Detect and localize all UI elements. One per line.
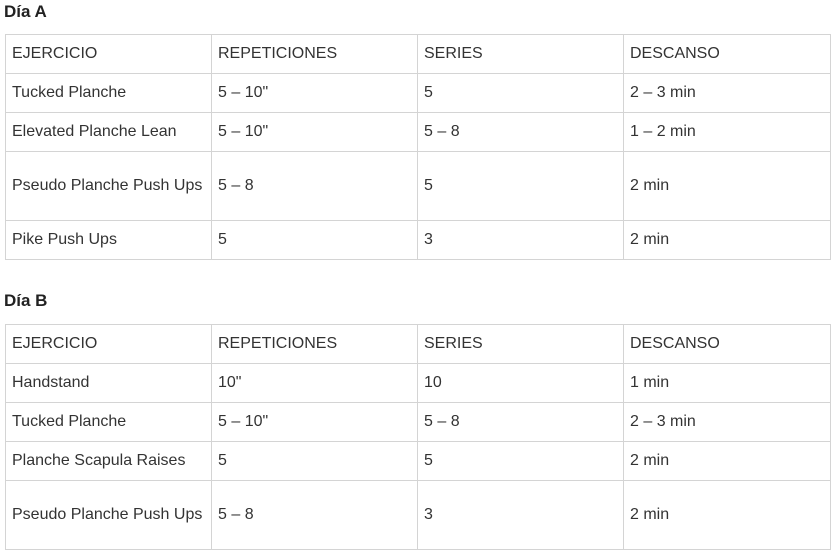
cell-repeticiones: 5 – 8 xyxy=(211,151,418,221)
cell-series: 3 xyxy=(417,480,624,550)
table-header-row: EJERCICIO REPETICIONES SERIES DESCANSO xyxy=(5,324,831,364)
cell-ejercicio: Elevated Planche Lean xyxy=(5,112,212,152)
header-ejercicio: EJERCICIO xyxy=(5,34,212,74)
table-row: Tucked Planche 5 – 10" 5 2 – 3 min xyxy=(5,73,831,113)
cell-series: 5 xyxy=(417,441,624,481)
cell-repeticiones: 5 – 8 xyxy=(211,480,418,550)
section-title-dia-b: Día B xyxy=(4,291,48,310)
table-row: Planche Scapula Raises 5 5 2 min xyxy=(5,441,831,481)
cell-descanso: 1 – 2 min xyxy=(623,112,831,152)
cell-repeticiones: 5 – 10" xyxy=(211,402,418,442)
cell-series: 5 – 8 xyxy=(417,112,624,152)
cell-repeticiones: 5 – 10" xyxy=(211,112,418,152)
exercise-table-dia-a: EJERCICIO REPETICIONES SERIES DESCANSO T… xyxy=(5,34,831,260)
cell-ejercicio: Pike Push Ups xyxy=(5,220,212,260)
cell-descanso: 2 min xyxy=(623,220,831,260)
cell-repeticiones: 5 xyxy=(211,441,418,481)
cell-repeticiones: 5 xyxy=(211,220,418,260)
cell-ejercicio: Tucked Planche xyxy=(5,73,212,113)
section-title-dia-a: Día A xyxy=(4,2,47,21)
cell-ejercicio: Tucked Planche xyxy=(5,402,212,442)
cell-descanso: 2 min xyxy=(623,441,831,481)
header-ejercicio: EJERCICIO xyxy=(5,324,212,364)
cell-ejercicio: Handstand xyxy=(5,363,212,403)
header-series: SERIES xyxy=(417,34,624,74)
cell-series: 3 xyxy=(417,220,624,260)
table-row: Pike Push Ups 5 3 2 min xyxy=(5,220,831,260)
cell-repeticiones: 5 – 10" xyxy=(211,73,418,113)
cell-descanso: 1 min xyxy=(623,363,831,403)
table-row: Tucked Planche 5 – 10" 5 – 8 2 – 3 min xyxy=(5,402,831,442)
exercise-table-dia-b: EJERCICIO REPETICIONES SERIES DESCANSO H… xyxy=(5,324,831,550)
cell-descanso: 2 min xyxy=(623,151,831,221)
header-descanso: DESCANSO xyxy=(623,324,831,364)
table-row: Handstand 10" 10 1 min xyxy=(5,363,831,403)
cell-descanso: 2 – 3 min xyxy=(623,402,831,442)
cell-series: 5 xyxy=(417,73,624,113)
table-row: Elevated Planche Lean 5 – 10" 5 – 8 1 – … xyxy=(5,112,831,152)
header-repeticiones: REPETICIONES xyxy=(211,34,418,74)
cell-ejercicio: Planche Scapula Raises xyxy=(5,441,212,481)
cell-series: 10 xyxy=(417,363,624,403)
table-row: Pseudo Planche Push Ups 5 – 8 5 2 min xyxy=(5,151,831,221)
header-series: SERIES xyxy=(417,324,624,364)
cell-ejercicio: Pseudo Planche Push Ups xyxy=(5,151,212,221)
header-repeticiones: REPETICIONES xyxy=(211,324,418,364)
cell-series: 5 – 8 xyxy=(417,402,624,442)
cell-series: 5 xyxy=(417,151,624,221)
cell-ejercicio: Pseudo Planche Push Ups xyxy=(5,480,212,550)
cell-repeticiones: 10" xyxy=(211,363,418,403)
header-descanso: DESCANSO xyxy=(623,34,831,74)
table-header-row: EJERCICIO REPETICIONES SERIES DESCANSO xyxy=(5,34,831,74)
cell-descanso: 2 min xyxy=(623,480,831,550)
cell-descanso: 2 – 3 min xyxy=(623,73,831,113)
table-row: Pseudo Planche Push Ups 5 – 8 3 2 min xyxy=(5,480,831,550)
